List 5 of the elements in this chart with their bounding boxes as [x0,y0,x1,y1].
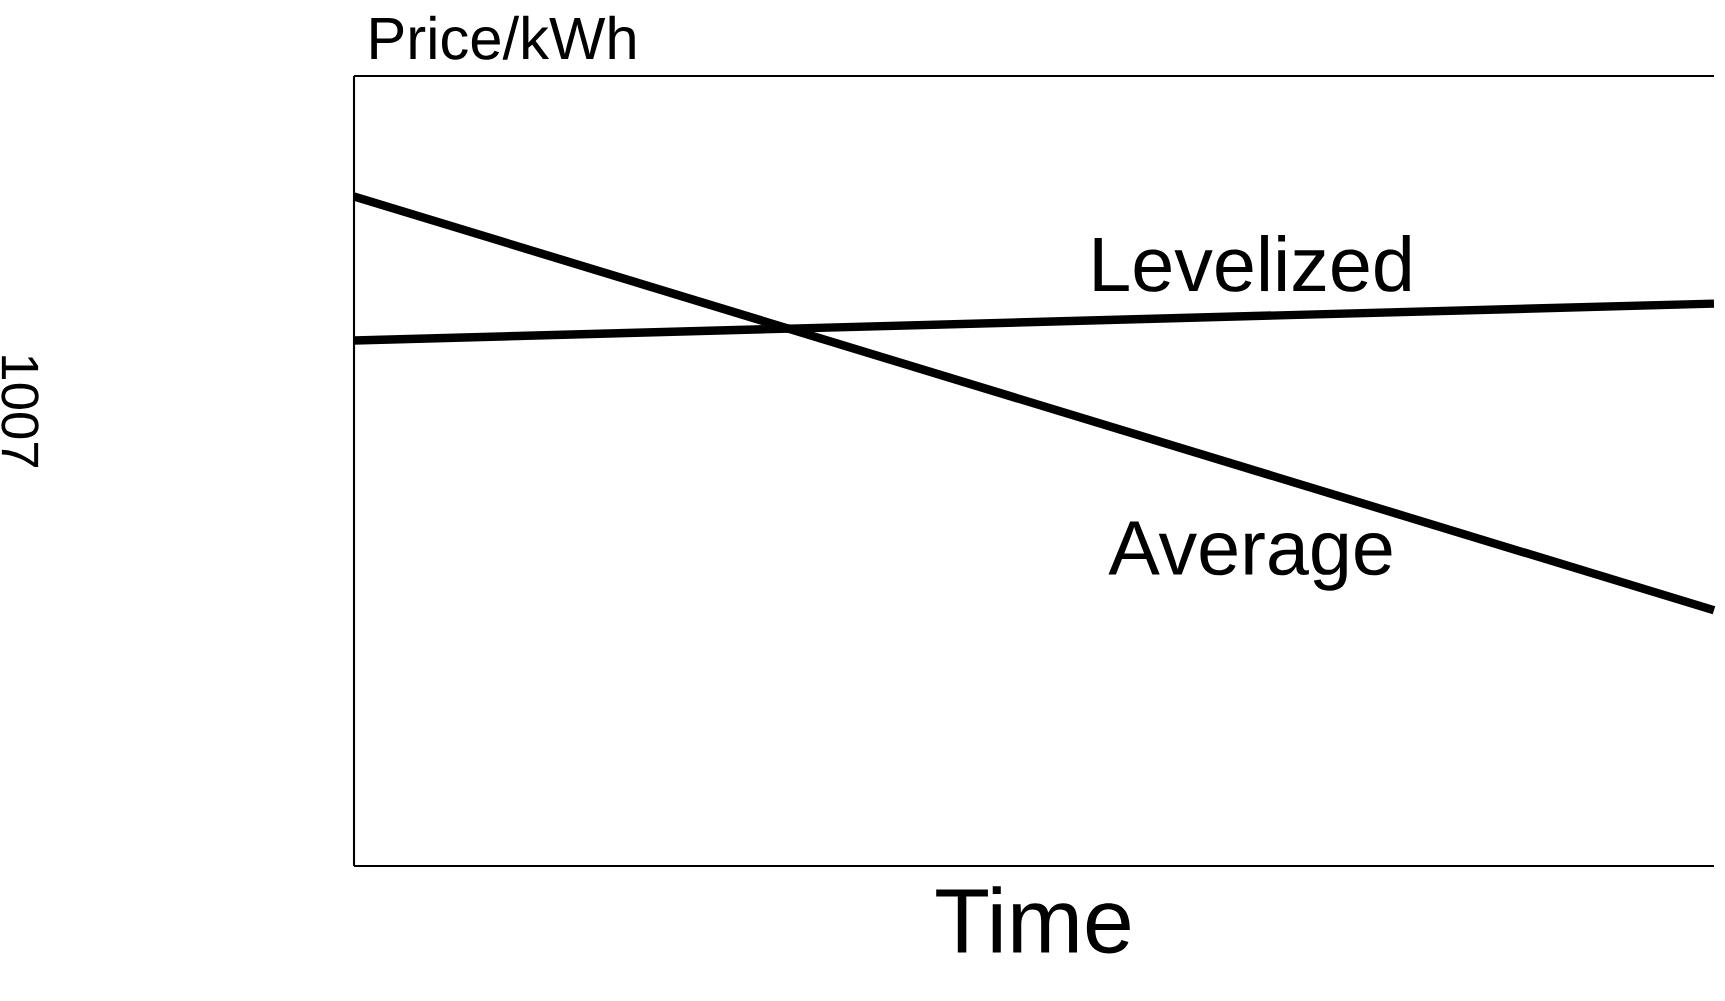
annotation: 1007 [1,356,39,467]
x-axis-title: Time [936,886,1130,954]
series-label: Average [1108,521,1392,591]
series-label: Levelized [1094,235,1410,292]
y-axis-title: Price/kWh [371,15,635,60]
